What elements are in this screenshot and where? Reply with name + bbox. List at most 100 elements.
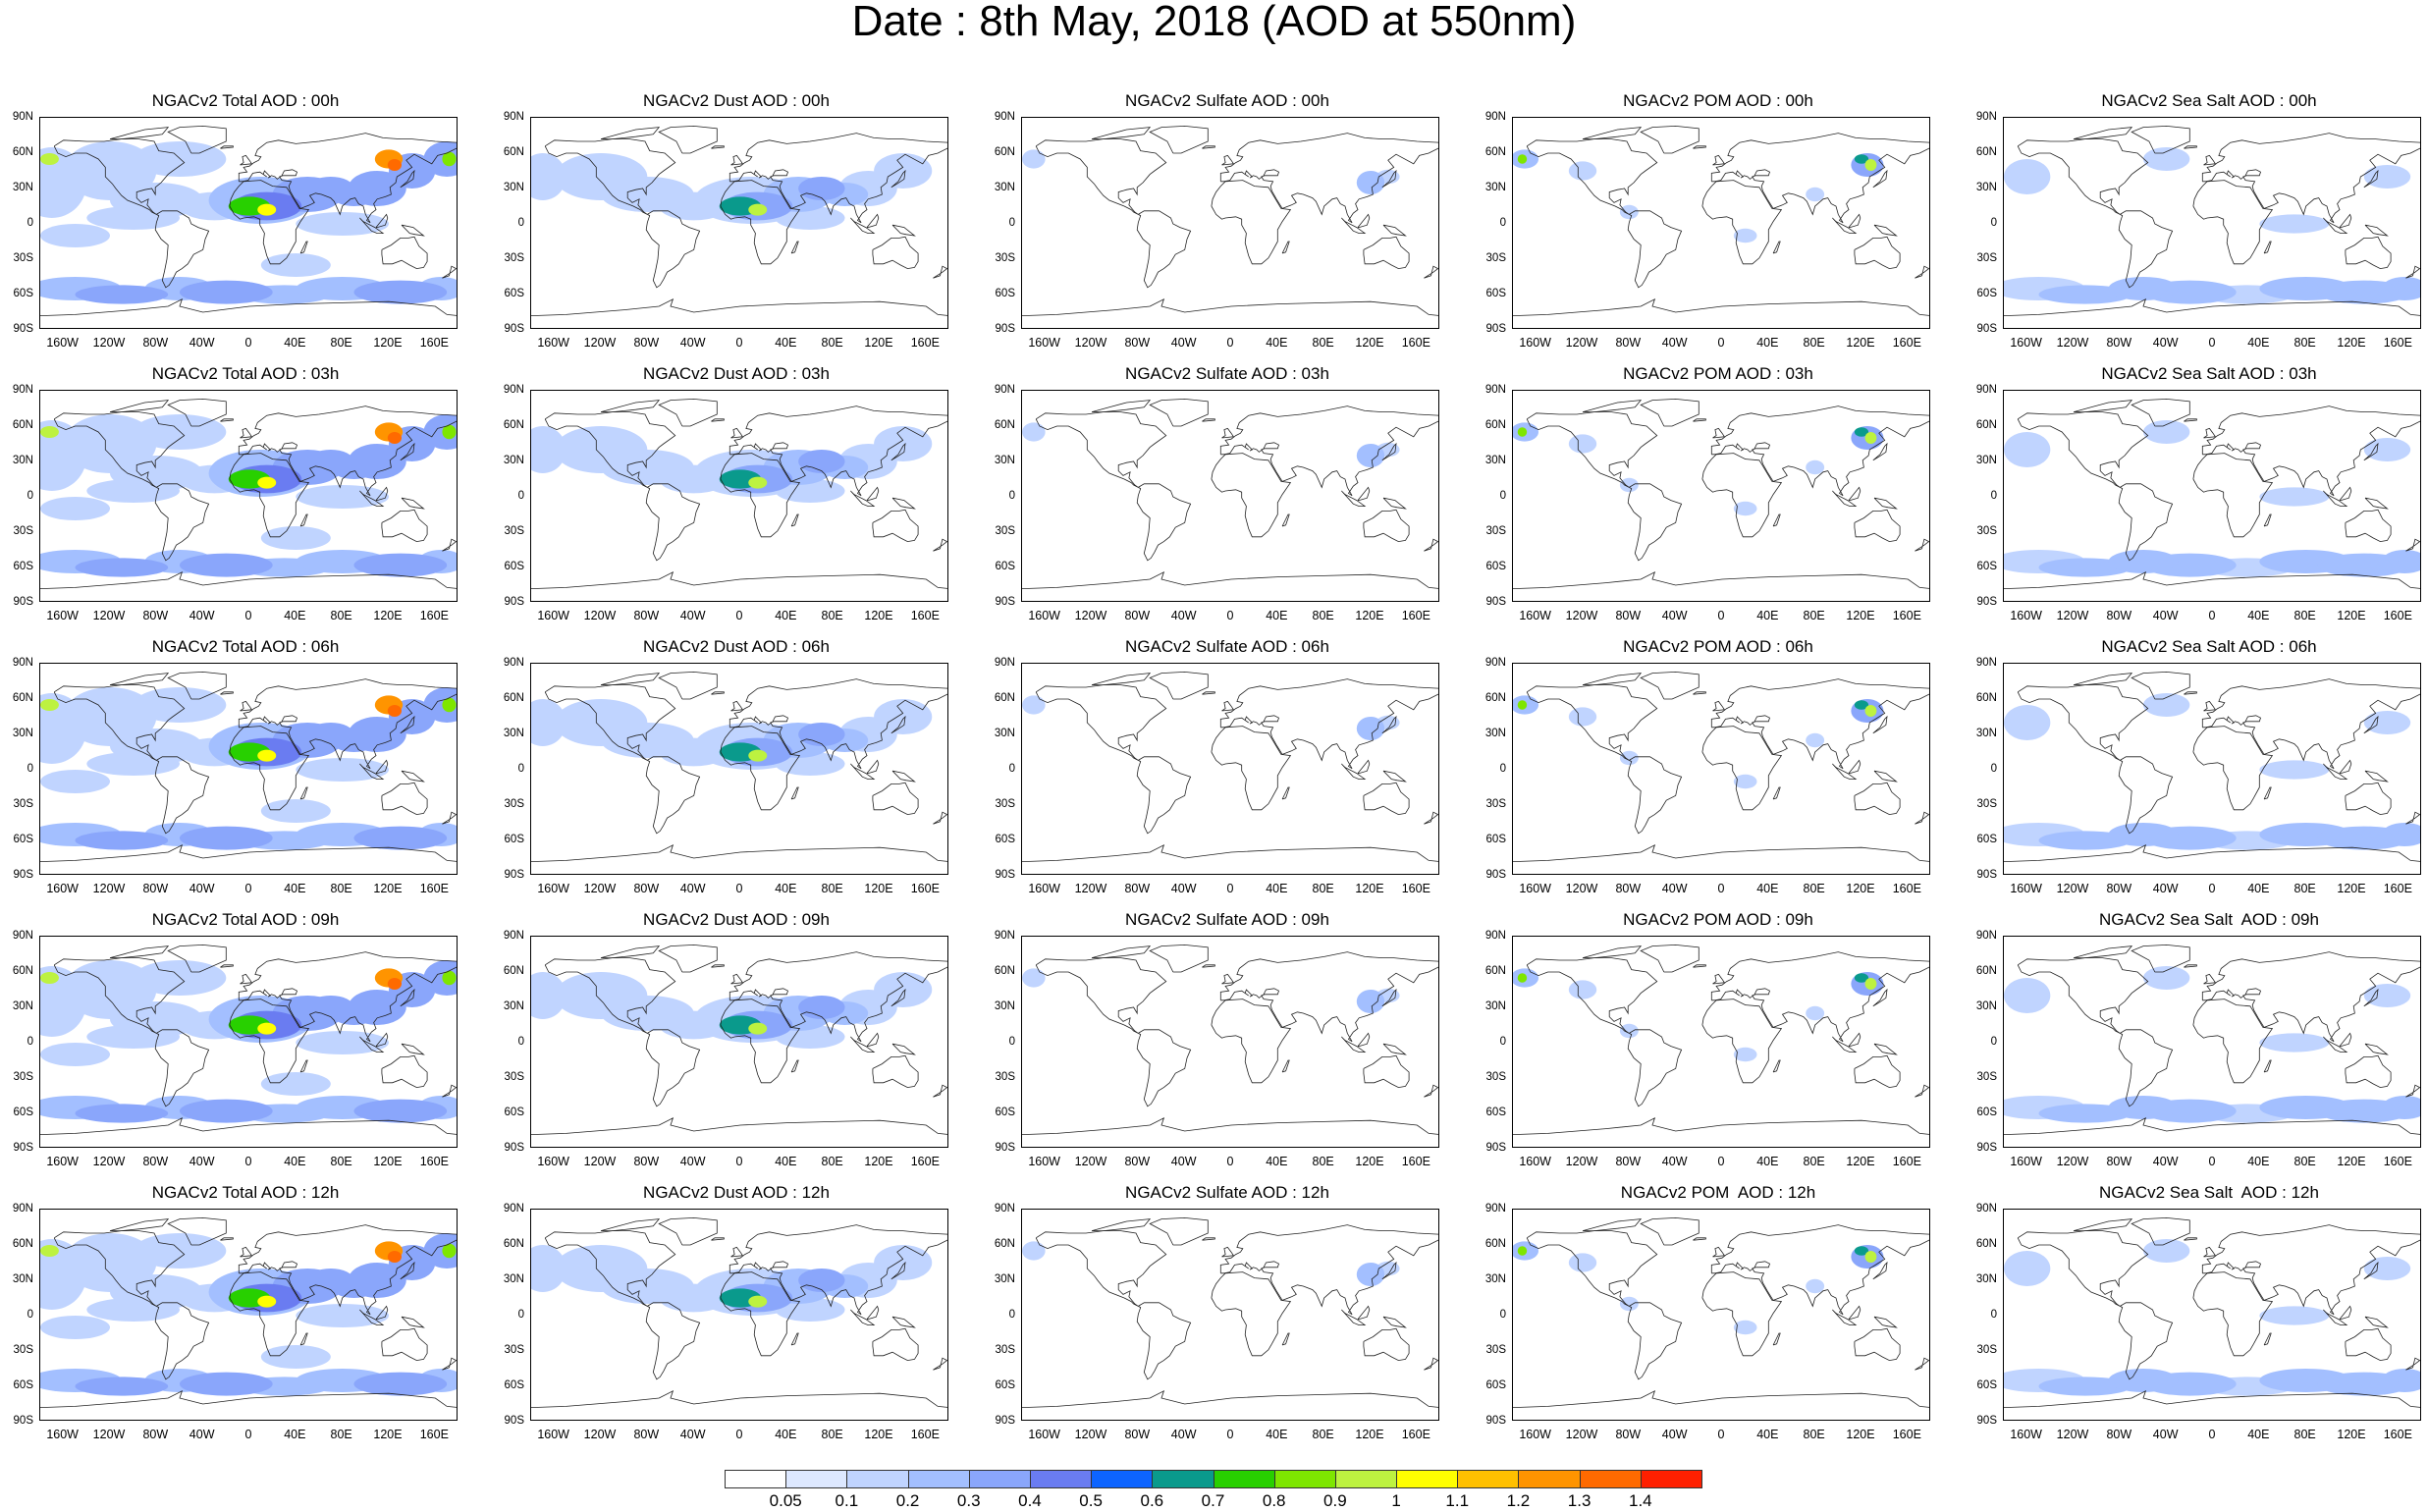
coastline [1022, 844, 1438, 862]
longitude-tick-label: 120W [1565, 336, 1598, 350]
longitude-tick-label: 160E [419, 609, 449, 622]
aod-shading [1513, 422, 1884, 516]
longitude-tick-label: 160E [1892, 882, 1921, 895]
longitude-tick-label: 40W [189, 609, 215, 622]
map-panel: NGACv2 Sulfate AOD : 00h 90N 60N 30N 0 30S 60S… [982, 90, 1473, 355]
coastline [2363, 442, 2379, 461]
coastline [2263, 1332, 2272, 1346]
coastline [1221, 154, 1235, 166]
world-map [2003, 936, 2421, 1148]
aod-shading [40, 960, 457, 1123]
coastline [2203, 154, 2217, 166]
coastline [2131, 944, 2190, 973]
coastline [2323, 1036, 2348, 1053]
aod-region [1864, 978, 1877, 990]
coastline [872, 509, 919, 543]
coastline [109, 673, 170, 686]
aod-region [1733, 1320, 1757, 1335]
coastline [2364, 770, 2389, 783]
aod-region [133, 687, 227, 723]
longitude-tick-label: 80E [1312, 609, 1334, 622]
coastline [1915, 265, 1929, 279]
aod-region [1733, 228, 1757, 243]
latitude-tick-label: 30N [1484, 1000, 1506, 1012]
aod-region [1568, 980, 1597, 999]
colorbar-swatch [1457, 1470, 1520, 1488]
coastline [1915, 1357, 1929, 1371]
aod-region [2317, 280, 2411, 304]
longitude-tick-label: 40E [284, 1155, 306, 1168]
coastline [1693, 691, 1706, 695]
coastline [2192, 726, 2274, 811]
longitude-tick-label: 160E [1892, 1155, 1921, 1168]
coastline [1211, 999, 1292, 1084]
longitude-tick-label: 40E [1756, 1155, 1779, 1168]
coastline [2363, 988, 2379, 1007]
longitude-tick-label: 160E [1401, 1428, 1430, 1441]
aod-map-svg [40, 944, 457, 1135]
panel-title: NGACv2 Sulfate AOD : 06h [1125, 637, 1329, 656]
aod-region [387, 432, 403, 444]
longitude-tick-label: 0 [735, 336, 743, 350]
panel-title: NGACv2 POM AOD : 03h [1623, 364, 1813, 383]
coastline [1136, 1029, 1192, 1107]
longitude-tick-label: 40E [775, 609, 797, 622]
longitude-tick-label: 120W [1565, 1428, 1598, 1441]
aod-region [2004, 159, 2051, 194]
longitude-tick-label: 80E [2293, 1428, 2316, 1441]
longitude-tick-label: 40E [775, 1155, 797, 1168]
coastline [1341, 490, 1367, 507]
coastline [866, 213, 880, 228]
longitude-tick-label: 40W [2152, 336, 2179, 350]
coastline [299, 1332, 308, 1346]
longitude-tick-label: 160W [1028, 1428, 1060, 1441]
colorbar-label: 0.3 [956, 1491, 981, 1510]
longitude-tick-label: 80E [821, 1428, 843, 1441]
coastline [1693, 1237, 1706, 1241]
longitude-tick-label: 160E [419, 336, 449, 350]
panel-title: NGACv2 Sulfate AOD : 00h [1125, 91, 1329, 110]
longitude-tick-label: 80W [1615, 336, 1642, 350]
aod-shading [1022, 422, 1400, 467]
world-map [2003, 663, 2421, 875]
longitude-tick-label: 120W [1565, 1155, 1598, 1168]
longitude-tick-label: 40E [2247, 1155, 2270, 1168]
coastline [375, 486, 389, 501]
aod-region [2038, 1377, 2132, 1396]
aod-region [387, 159, 403, 171]
coastline [240, 154, 253, 166]
coastline [1363, 236, 1410, 270]
coastline [1381, 169, 1397, 189]
aod-region [1864, 432, 1877, 444]
coastline [1832, 490, 1858, 507]
aod-region [798, 996, 845, 1019]
longitude-tick-label: 120E [1846, 1155, 1875, 1168]
latitude-tick-label: 0 [1499, 217, 1506, 229]
longitude-tick-label: 0 [244, 882, 252, 895]
coastline [1640, 671, 1700, 700]
longitude-tick-label: 120E [1846, 882, 1875, 895]
coastline [544, 684, 676, 761]
latitude-tick-label: 90S [1976, 869, 1997, 881]
aod-region [296, 1304, 389, 1327]
coastline [790, 786, 799, 800]
aod-region [40, 1239, 87, 1310]
latitude-tick-label: 90N [503, 111, 524, 123]
aod-region [348, 717, 406, 752]
world-map [1021, 663, 1439, 875]
aod-region [86, 479, 180, 503]
aod-region [1806, 187, 1825, 202]
longitude-tick-label: 160E [910, 1428, 940, 1441]
coastline [891, 1316, 916, 1328]
coastline [1035, 1230, 1167, 1307]
coastline [790, 241, 799, 254]
aod-map-svg [2004, 398, 2420, 589]
coastline [1582, 673, 1643, 686]
longitude-tick-label: 0 [2208, 336, 2216, 350]
aod-region [257, 476, 277, 489]
latitude-tick-label: 60S [1485, 561, 1506, 572]
coastline [2131, 1216, 2190, 1246]
aod-region [40, 1245, 59, 1257]
coastline [2017, 138, 2149, 215]
aod-region [1517, 1246, 1528, 1256]
